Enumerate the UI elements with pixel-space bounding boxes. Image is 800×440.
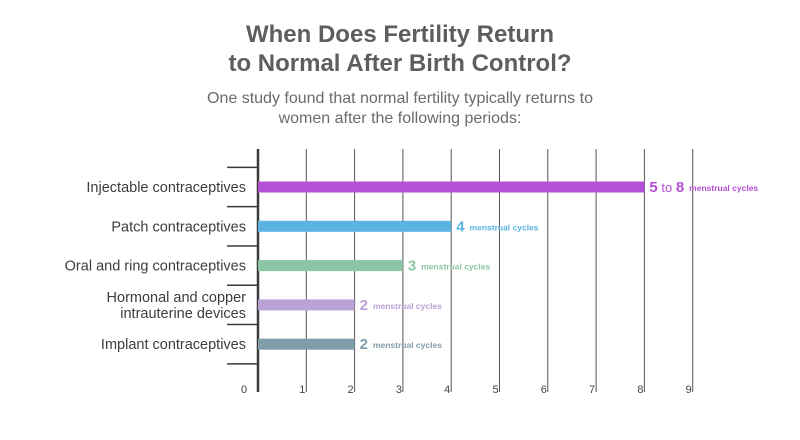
chart-subtitle-line-2: women after the following periods: <box>278 110 522 127</box>
x-tick-label-7: 7 <box>589 384 595 396</box>
value-label-2: 3 menstrual cycles <box>408 258 491 275</box>
chart-title-line-1: When Does Fertility Return <box>245 21 555 48</box>
bar-0 <box>258 181 645 193</box>
bar-2 <box>258 260 403 272</box>
value-label-4: 2 menstrual cycles <box>360 336 443 353</box>
x-tick-label-0: 0 <box>241 384 247 396</box>
bar-1 <box>258 220 452 232</box>
category-label-0: Injectable contraceptives <box>86 180 246 196</box>
x-tick-label-4: 4 <box>444 384 450 396</box>
value-label-0: 5 to 8 menstrual cycles <box>649 179 758 196</box>
category-label-1: Patch contraceptives <box>111 219 246 235</box>
category-label-2: Oral and ring contraceptives <box>65 259 246 275</box>
x-tick-label-5: 5 <box>492 384 498 396</box>
value-label-1: 4 menstrual cycles <box>456 218 539 235</box>
x-tick-label-1: 1 <box>299 384 305 396</box>
value-label-3: 2 menstrual cycles <box>360 297 443 314</box>
x-tick-label-2: 2 <box>348 384 354 396</box>
bar-3 <box>258 299 355 311</box>
x-tick-label-8: 8 <box>637 384 643 396</box>
x-tick-label-9: 9 <box>686 384 692 396</box>
chart-subtitle-line-1: One study found that normal fertility ty… <box>207 90 593 107</box>
x-tick-label-3: 3 <box>396 384 402 396</box>
category-label-4: Implant contraceptives <box>101 337 246 353</box>
category-label-3: Hormonal and copper intrauterine devices <box>107 290 247 322</box>
bar-4 <box>258 338 355 350</box>
chart-title-line-2: to Normal After Birth Control? <box>228 50 572 77</box>
x-tick-label-6: 6 <box>541 384 547 396</box>
